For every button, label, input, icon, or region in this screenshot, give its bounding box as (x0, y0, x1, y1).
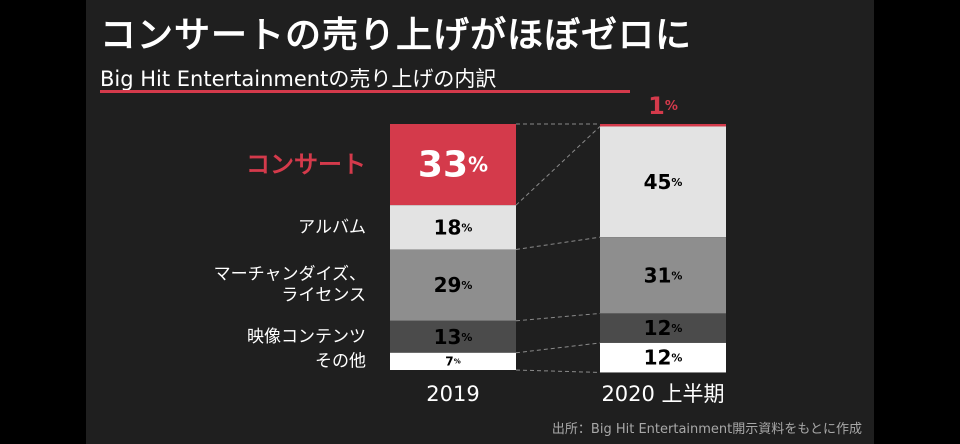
stacked-bar-chart: 33% 18% 29% 13% 7% 1% 45% 31% 12% 12% コンサートアルバムマーチ… (214, 92, 726, 406)
data-label: 18% (434, 215, 473, 239)
x-tick-label: 2020 上半期 (601, 382, 724, 406)
data-label: 31% (644, 263, 683, 287)
connector-line (515, 236, 601, 250)
category-label: その他 (315, 351, 366, 371)
category-label: コンサート (246, 151, 366, 179)
category-label: アルバム (298, 217, 366, 237)
bar-segment (600, 342, 726, 373)
data-label: 12% (644, 346, 683, 370)
connector-line (515, 342, 601, 354)
data-label: 1% (648, 92, 678, 120)
subtitle-underline (100, 90, 630, 93)
bar-segment (390, 124, 516, 206)
x-tick-label: 2019 (426, 382, 479, 406)
data-label: 45% (644, 170, 683, 194)
connector-line (515, 369, 601, 373)
data-label: 29% (434, 273, 473, 297)
category-label: マーチャンダイズ、ライセンス (214, 265, 366, 306)
data-label: 12% (644, 316, 683, 340)
chart-subtitle: Big Hit Entertainmentの売り上げの内訳 (100, 67, 497, 91)
category-label: 映像コンテンツ (247, 327, 366, 347)
bar-segment (600, 313, 726, 343)
bar-segment (600, 126, 726, 238)
bar-segment (390, 249, 516, 321)
bar-segment (390, 320, 516, 353)
slide: コンサートの売り上げがほぼゼロに Big Hit Entertainmentの売… (86, 0, 874, 444)
data-label: 7% (445, 354, 460, 368)
bar-segment (600, 237, 726, 314)
page-title: コンサートの売り上げがほぼゼロに (100, 15, 693, 56)
source-note: 出所：Big Hit Entertainment開示資料をもとに作成 (551, 422, 862, 437)
connector-line (515, 126, 601, 206)
bar-segment (600, 124, 726, 127)
connector-line (515, 312, 601, 322)
data-label: 33% (418, 144, 488, 185)
data-label: 13% (434, 325, 473, 349)
bar-segment (390, 205, 516, 250)
bar-segment (390, 352, 516, 370)
